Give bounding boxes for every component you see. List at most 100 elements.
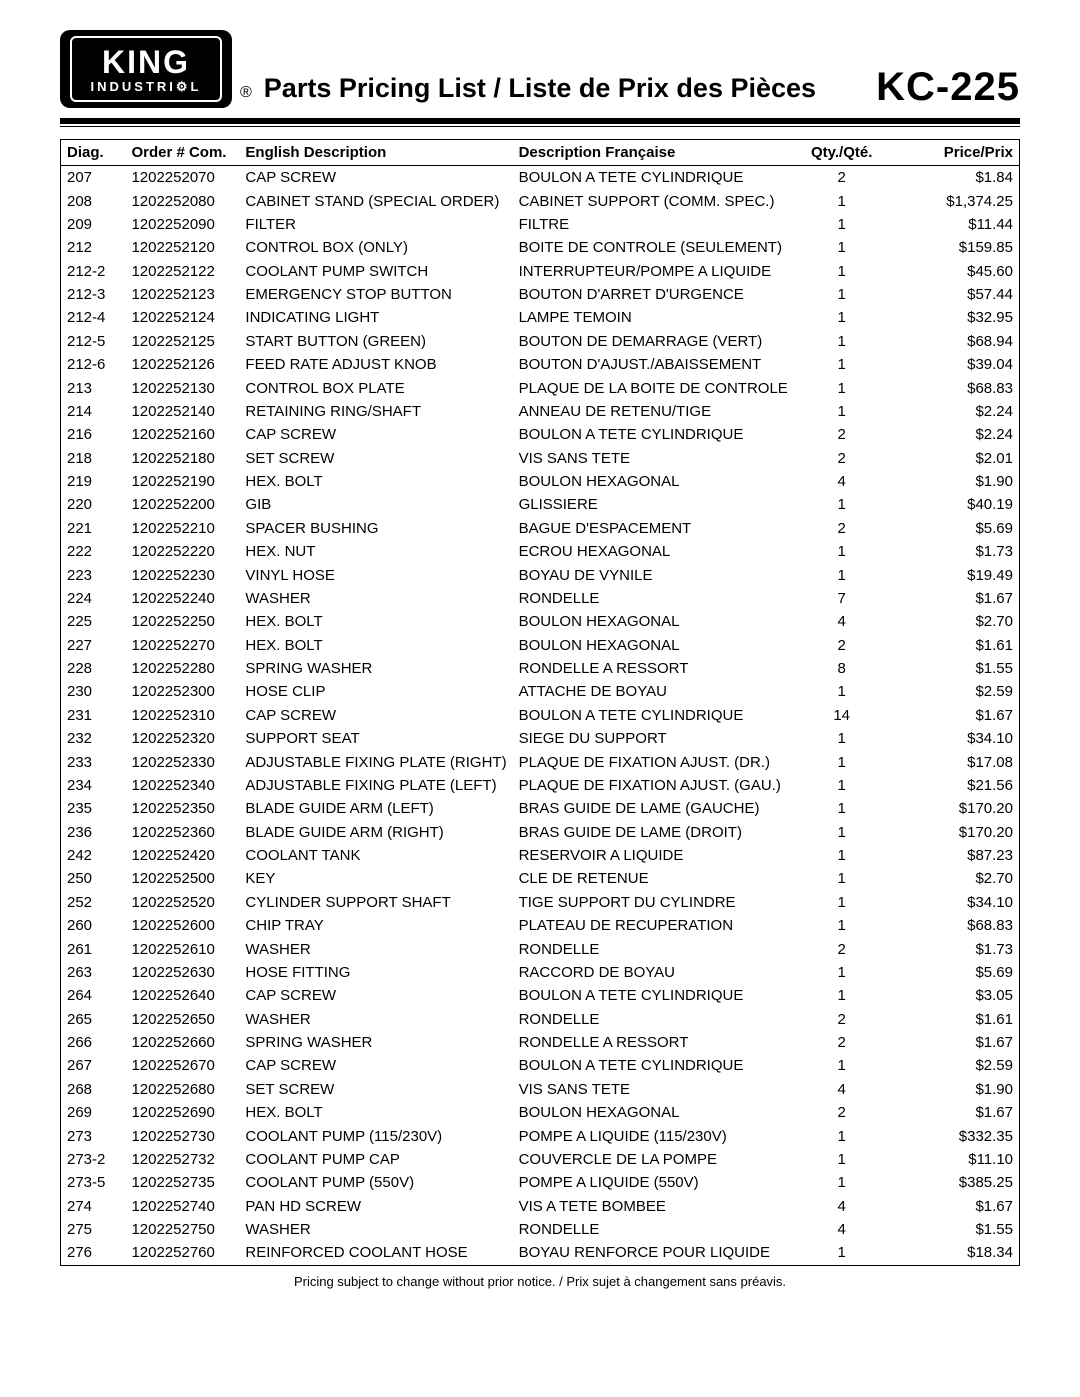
table-row: 2421202252420COOLANT TANKRESERVOIR A LIQ… <box>61 844 1020 867</box>
cell-qty: 2 <box>799 937 884 960</box>
cell-diag: 219 <box>61 470 126 493</box>
cell-fr: BRAS GUIDE DE LAME (GAUCHE) <box>513 797 800 820</box>
table-row: 212-61202252126FEED RATE ADJUST KNOBBOUT… <box>61 353 1020 376</box>
cell-price: $2.01 <box>884 447 1020 470</box>
cell-order: 1202252125 <box>125 330 239 353</box>
cell-diag: 224 <box>61 587 126 610</box>
cell-qty: 1 <box>799 376 884 399</box>
cell-diag: 214 <box>61 400 126 423</box>
cell-fr: RACCORD DE BOYAU <box>513 961 800 984</box>
table-row: 2731202252730COOLANT PUMP (115/230V)POMP… <box>61 1124 1020 1147</box>
cell-fr: ECROU HEXAGONAL <box>513 540 800 563</box>
table-row: 212-41202252124INDICATING LIGHTLAMPE TEM… <box>61 306 1020 329</box>
table-row: 2641202252640CAP SCREWBOULON A TETE CYLI… <box>61 984 1020 1007</box>
cell-price: $385.25 <box>884 1171 1020 1194</box>
cell-fr: TIGE SUPPORT DU CYLINDRE <box>513 891 800 914</box>
cell-qty: 1 <box>799 353 884 376</box>
cell-fr: BOULON A TETE CYLINDRIQUE <box>513 423 800 446</box>
col-qty: Qty./Qté. <box>799 140 884 166</box>
cell-price: $1.67 <box>884 1101 1020 1124</box>
cell-order: 1202252122 <box>125 260 239 283</box>
cell-diag: 233 <box>61 750 126 773</box>
cell-fr: BOULON HEXAGONAL <box>513 470 800 493</box>
table-row: 2521202252520CYLINDER SUPPORT SHAFTTIGE … <box>61 891 1020 914</box>
cell-en: KEY <box>239 867 512 890</box>
brand-logo: KING INDUSTRI⚙L <box>60 30 232 108</box>
cell-fr: GLISSIERE <box>513 493 800 516</box>
col-price: Price/Prix <box>884 140 1020 166</box>
cell-fr: VIS A TETE BOMBEE <box>513 1195 800 1218</box>
cell-diag: 222 <box>61 540 126 563</box>
cell-en: HEX. BOLT <box>239 1101 512 1124</box>
table-row: 2351202252350BLADE GUIDE ARM (LEFT)BRAS … <box>61 797 1020 820</box>
col-diag: Diag. <box>61 140 126 166</box>
cell-fr: PLAQUE DE LA BOITE DE CONTROLE <box>513 376 800 399</box>
cell-en: HEX. BOLT <box>239 610 512 633</box>
cell-order: 1202252350 <box>125 797 239 820</box>
cell-fr: RESERVOIR A LIQUIDE <box>513 844 800 867</box>
cell-diag: 274 <box>61 1195 126 1218</box>
cell-qty: 2 <box>799 1031 884 1054</box>
table-row: 2221202252220HEX. NUTECROU HEXAGONAL1$1.… <box>61 540 1020 563</box>
cell-order: 1202252650 <box>125 1008 239 1031</box>
cell-price: $17.08 <box>884 750 1020 773</box>
cell-en: EMERGENCY STOP BUTTON <box>239 283 512 306</box>
cell-diag: 228 <box>61 657 126 680</box>
cell-en: COOLANT PUMP SWITCH <box>239 260 512 283</box>
cell-price: $1.55 <box>884 1218 1020 1241</box>
table-row: 2121202252120CONTROL BOX (ONLY)BOITE DE … <box>61 236 1020 259</box>
cell-qty: 1 <box>799 821 884 844</box>
registered-mark: ® <box>240 84 252 102</box>
cell-diag: 252 <box>61 891 126 914</box>
table-row: 2131202252130CONTROL BOX PLATEPLAQUE DE … <box>61 376 1020 399</box>
cell-en: COOLANT PUMP (115/230V) <box>239 1124 512 1147</box>
cell-diag: 212-3 <box>61 283 126 306</box>
table-row: 2501202252500KEYCLE DE RETENUE1$2.70 <box>61 867 1020 890</box>
cell-qty: 1 <box>799 493 884 516</box>
cell-qty: 1 <box>799 1124 884 1147</box>
cell-en: WASHER <box>239 1008 512 1031</box>
table-row: 2201202252200GIBGLISSIERE1$40.19 <box>61 493 1020 516</box>
cell-order: 1202252320 <box>125 727 239 750</box>
cell-order: 1202252360 <box>125 821 239 844</box>
cell-order: 1202252080 <box>125 189 239 212</box>
cell-price: $2.59 <box>884 1054 1020 1077</box>
cell-price: $1.67 <box>884 704 1020 727</box>
cell-diag: 212-6 <box>61 353 126 376</box>
cell-price: $159.85 <box>884 236 1020 259</box>
cell-price: $68.94 <box>884 330 1020 353</box>
cell-diag: 227 <box>61 634 126 657</box>
cell-fr: BOULON A TETE CYLINDRIQUE <box>513 1054 800 1077</box>
cell-order: 1202252190 <box>125 470 239 493</box>
cell-order: 1202252090 <box>125 213 239 236</box>
table-row: 2301202252300HOSE CLIPATTACHE DE BOYAU1$… <box>61 680 1020 703</box>
col-fr: Description Française <box>513 140 800 166</box>
cell-diag: 273-2 <box>61 1148 126 1171</box>
cell-price: $57.44 <box>884 283 1020 306</box>
cell-price: $1.67 <box>884 1195 1020 1218</box>
cell-fr: BOULON HEXAGONAL <box>513 610 800 633</box>
cell-order: 1202252210 <box>125 517 239 540</box>
cell-diag: 276 <box>61 1241 126 1265</box>
cell-diag: 236 <box>61 821 126 844</box>
cell-diag: 265 <box>61 1008 126 1031</box>
cell-en: HOSE CLIP <box>239 680 512 703</box>
cell-order: 1202252500 <box>125 867 239 890</box>
cell-en: CONTROL BOX (ONLY) <box>239 236 512 259</box>
cell-order: 1202252330 <box>125 750 239 773</box>
cell-qty: 1 <box>799 213 884 236</box>
cell-order: 1202252130 <box>125 376 239 399</box>
table-row: 2651202252650WASHERRONDELLE2$1.61 <box>61 1008 1020 1031</box>
cell-diag: 207 <box>61 166 126 190</box>
cell-diag: 223 <box>61 563 126 586</box>
cell-price: $1.67 <box>884 1031 1020 1054</box>
cell-order: 1202252120 <box>125 236 239 259</box>
cell-qty: 1 <box>799 189 884 212</box>
cell-order: 1202252740 <box>125 1195 239 1218</box>
cell-qty: 1 <box>799 891 884 914</box>
cell-qty: 1 <box>799 283 884 306</box>
cell-diag: 273 <box>61 1124 126 1147</box>
cell-order: 1202252750 <box>125 1218 239 1241</box>
cell-fr: SIEGE DU SUPPORT <box>513 727 800 750</box>
cell-qty: 1 <box>799 1054 884 1077</box>
